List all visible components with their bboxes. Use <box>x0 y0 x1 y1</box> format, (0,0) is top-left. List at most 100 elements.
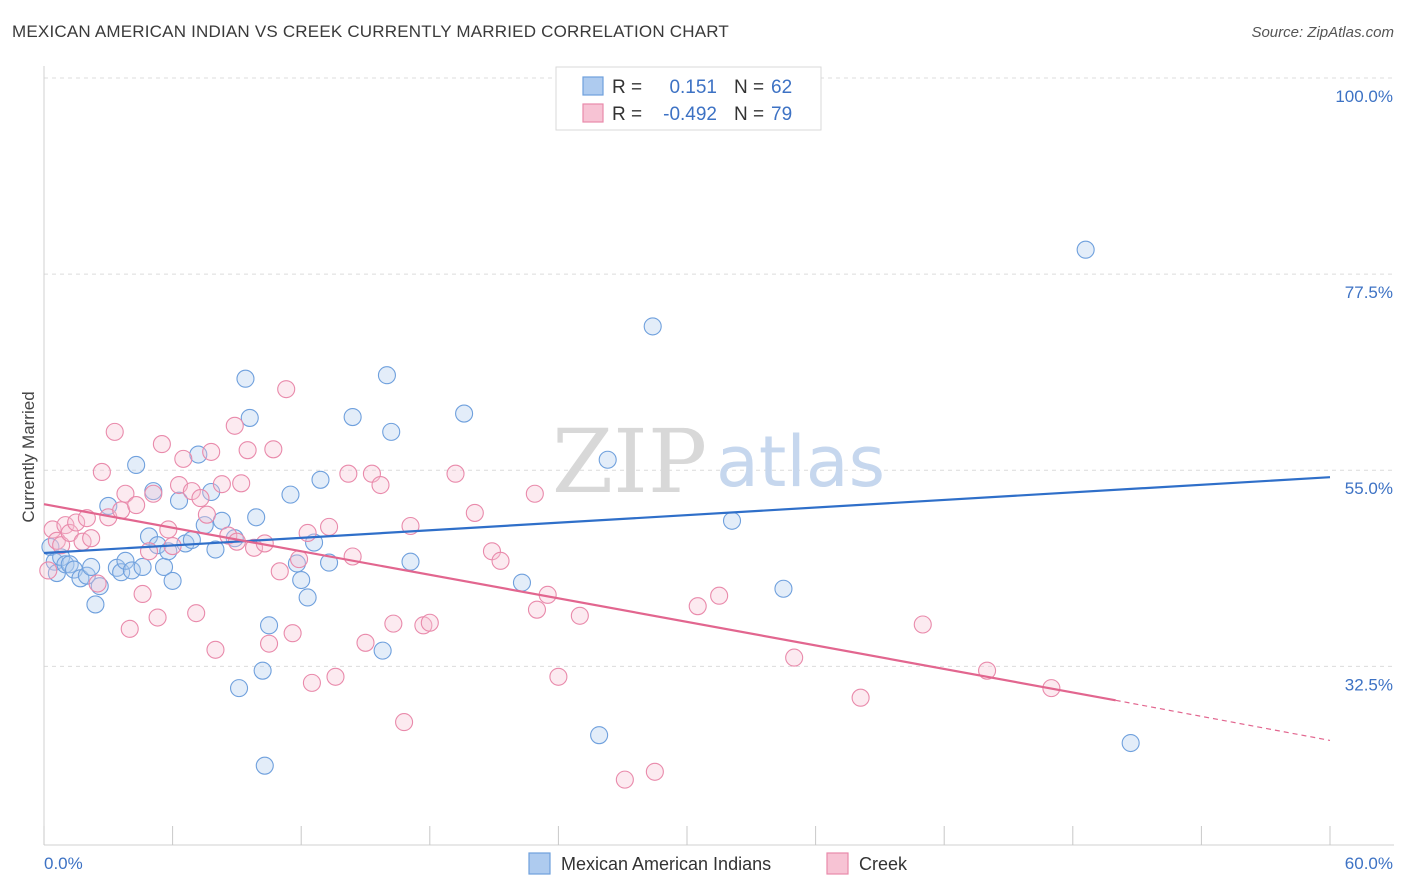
point-mexican-american-indians-39 <box>255 756 274 775</box>
point-creek-50 <box>339 464 358 483</box>
point-creek-64 <box>527 600 547 619</box>
point-mexican-american-indians-16 <box>122 561 141 580</box>
point-mexican-american-indians-60 <box>1076 240 1095 259</box>
point-creek-31 <box>202 442 221 461</box>
x-tick-label-min: 0.0% <box>44 854 83 873</box>
point-creek-40 <box>259 634 279 653</box>
point-creek-30 <box>197 505 216 524</box>
y-tick-label-2: 77.5% <box>1345 283 1393 302</box>
point-creek-23 <box>159 520 178 539</box>
point-creek-62 <box>491 551 510 570</box>
point-mexican-american-indians-15 <box>116 551 135 570</box>
point-creek-63 <box>525 484 544 503</box>
y-axis-label: Currently Married <box>19 391 38 522</box>
legend-swatch-mexican-american-indians <box>528 852 551 875</box>
legend-n-label-2: N = <box>734 104 764 125</box>
x-tick-label-max: 60.0% <box>1345 854 1393 873</box>
legend-swatch-pink <box>582 103 604 123</box>
chart-source: Source: ZipAtlas.com <box>1251 24 1394 41</box>
point-creek-42 <box>270 562 289 581</box>
trend-line-creek <box>43 503 1116 702</box>
legend-label-creek: Creek <box>859 854 908 874</box>
point-mexican-american-indians-25 <box>169 491 189 510</box>
point-mexican-american-indians-53 <box>455 404 474 423</box>
point-mexican-american-indians-61 <box>1121 733 1140 753</box>
y-tick-labels: 32.5% 55.0% 77.5% 100.0% <box>1335 87 1393 694</box>
point-creek-15 <box>116 484 135 503</box>
point-creek-47 <box>302 673 321 692</box>
trend-lines <box>43 476 1331 741</box>
point-creek-56 <box>395 713 414 732</box>
legend-label-mexican-american-indians: Mexican American Indians <box>561 854 771 874</box>
y-tick-label-3: 100.0% <box>1335 87 1393 106</box>
point-mexican-american-indians-49 <box>373 641 392 660</box>
legend-r-label-1: R = <box>612 77 642 98</box>
point-mexican-american-indians-36 <box>240 408 259 427</box>
point-creek-54 <box>371 475 390 495</box>
point-mexican-american-indians-41 <box>281 485 300 504</box>
axes <box>43 66 1394 846</box>
point-creek-60 <box>465 503 484 522</box>
point-creek-18 <box>133 584 152 604</box>
point-creek-11 <box>92 462 111 482</box>
point-mexican-american-indians-44 <box>298 588 317 607</box>
point-creek-6 <box>67 513 86 532</box>
series-legend: Mexican American Indians Creek <box>528 852 908 875</box>
point-creek-28 <box>187 604 206 623</box>
point-mexican-american-indians-58 <box>722 511 742 530</box>
point-creek-45 <box>290 550 309 569</box>
point-creek-44 <box>283 624 302 643</box>
point-creek-5 <box>60 523 79 543</box>
point-creek-37 <box>238 441 257 460</box>
point-creek-55 <box>384 614 403 633</box>
legend-n-value-1: 62 <box>771 77 792 98</box>
point-mexican-american-indians-11 <box>90 577 109 596</box>
point-creek-3 <box>52 536 71 555</box>
point-creek-35 <box>225 416 244 435</box>
point-creek-36 <box>232 474 251 493</box>
point-creek-66 <box>549 667 568 686</box>
watermark-zip: ZIP <box>552 410 707 513</box>
y-tick-label-0: 32.5% <box>1345 675 1393 694</box>
point-mexican-american-indians-48 <box>343 407 362 427</box>
watermark-atlas: atlas <box>716 421 885 503</box>
point-mexican-american-indians-51 <box>382 422 401 441</box>
y-tick-label-1: 55.0% <box>1345 479 1393 498</box>
point-mexican-american-indians-34 <box>229 679 249 698</box>
trend-line-mexican-american-indians <box>43 476 1331 555</box>
point-creek-76 <box>785 648 804 667</box>
point-creek-43 <box>277 380 296 399</box>
point-creek-77 <box>420 613 439 632</box>
point-creek-52 <box>356 633 375 652</box>
point-mexican-american-indians-47 <box>320 553 339 572</box>
point-mexican-american-indians-18 <box>133 557 152 577</box>
data-points <box>39 240 1140 789</box>
point-mexican-american-indians-40 <box>259 616 279 635</box>
point-mexican-american-indians-17 <box>127 455 146 475</box>
point-creek-48 <box>320 517 339 536</box>
legend-r-value-2: -0.492 <box>663 104 717 125</box>
point-mexican-american-indians-10 <box>86 595 105 614</box>
point-creek-49 <box>326 667 345 686</box>
point-creek-70 <box>688 597 707 616</box>
point-creek-21 <box>148 608 167 627</box>
point-mexican-american-indians-35 <box>236 369 255 388</box>
point-creek-16 <box>120 619 139 638</box>
point-creek-19 <box>139 542 159 561</box>
legend-n-label-1: N = <box>734 77 764 98</box>
point-mexican-american-indians-57 <box>643 317 662 336</box>
point-creek-71 <box>710 586 729 605</box>
legend-swatch-creek <box>826 852 849 875</box>
point-mexican-american-indians-46 <box>311 470 330 489</box>
point-mexican-american-indians-50 <box>377 366 396 385</box>
legend-r-value-1: 0.151 <box>669 77 717 98</box>
point-creek-68 <box>615 770 634 789</box>
point-mexican-american-indians-56 <box>598 450 617 469</box>
point-creek-72 <box>851 688 870 707</box>
legend-swatch-blue <box>582 76 604 96</box>
point-mexican-american-indians-37 <box>247 508 266 527</box>
point-creek-13 <box>105 422 124 441</box>
point-mexican-american-indians-24 <box>163 571 182 590</box>
point-mexican-american-indians-55 <box>590 726 609 745</box>
